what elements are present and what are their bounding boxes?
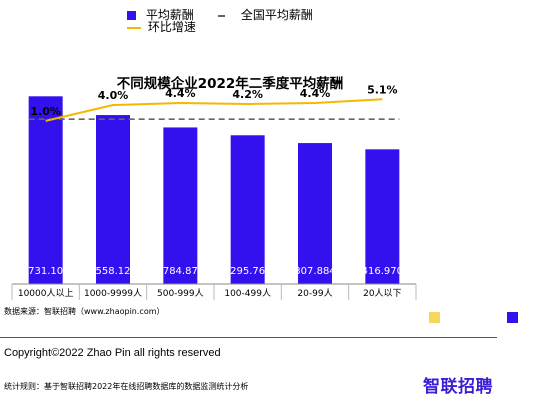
salary-bar-label-2: 558.12 <box>96 266 131 277</box>
legend-growth: 环比增速 <box>127 20 196 34</box>
copyright-text: Copyright©2022 Zhao Pin all rights reser… <box>4 347 221 359</box>
salary-bar-4 <box>230 135 265 284</box>
x-tick-label-2: 1000-9999人 <box>84 288 142 299</box>
salary-bar-label-6: 416.970 <box>362 266 403 277</box>
growth-line <box>45 98 383 122</box>
x-tick-label-3: 500-999人 <box>157 288 204 299</box>
x-tick-label-1: 10000人以上 <box>18 288 74 299</box>
salary-bar-1 <box>28 96 63 284</box>
growth-label-3: 4.4% <box>165 87 196 100</box>
legend-growth-label: 环比增速 <box>147 20 196 34</box>
legend-dash-swatch <box>218 14 225 17</box>
statistics-rule: 统计规则：基于智联招聘2022年在线招聘数据库的数据监测统计分析 <box>4 382 249 391</box>
x-tick-label-6: 20人以下 <box>363 288 401 299</box>
x-tick-label-5: 20-99人 <box>297 288 332 299</box>
growth-label-5: 4.4% <box>300 87 331 100</box>
zhaopin-logo: 智联招聘 <box>423 377 493 397</box>
legend-national-avg-label: 全国平均薪酬 <box>240 8 313 22</box>
growth-label-4: 4.2% <box>232 88 263 101</box>
growth-label-1: 1.0% <box>30 105 61 118</box>
source-note: 数据来源：智联招聘（www.zhaopin.com） <box>4 307 165 316</box>
yellow-square-icon <box>429 312 440 323</box>
footer-divider <box>0 337 497 338</box>
salary-bar-6 <box>365 149 400 284</box>
salary-bar-5 <box>298 143 332 284</box>
salary-chart: 不同规模企业2022年二季度平均薪酬 731.10 558.12 784.87 295… <box>11 75 417 300</box>
legend-avg-salary-label: 平均薪酬 <box>145 8 194 22</box>
growth-label-2: 4.0% <box>98 89 129 102</box>
x-tick-label-4: 100-499人 <box>224 288 271 299</box>
salary-bar-label-5: 307.884 <box>294 266 335 277</box>
legend-bar-swatch <box>127 11 136 20</box>
legend-line-swatch <box>127 26 141 29</box>
legend-avg-salary: 平均薪酬 <box>127 8 194 22</box>
growth-label-6: 5.1% <box>367 83 398 96</box>
salary-bar-2 <box>96 115 130 285</box>
blue-square-icon <box>507 312 518 323</box>
salary-bar-label-3: 784.87 <box>163 266 198 277</box>
chart-title: 不同规模企业2022年二季度平均薪酬 <box>117 75 344 92</box>
legend-national-avg: 全国平均薪酬 <box>218 8 313 22</box>
salary-bar-label-4: 295.76 <box>230 266 265 277</box>
salary-bar-3 <box>163 127 198 284</box>
salary-bar-label-1: 731.10 <box>28 266 63 277</box>
